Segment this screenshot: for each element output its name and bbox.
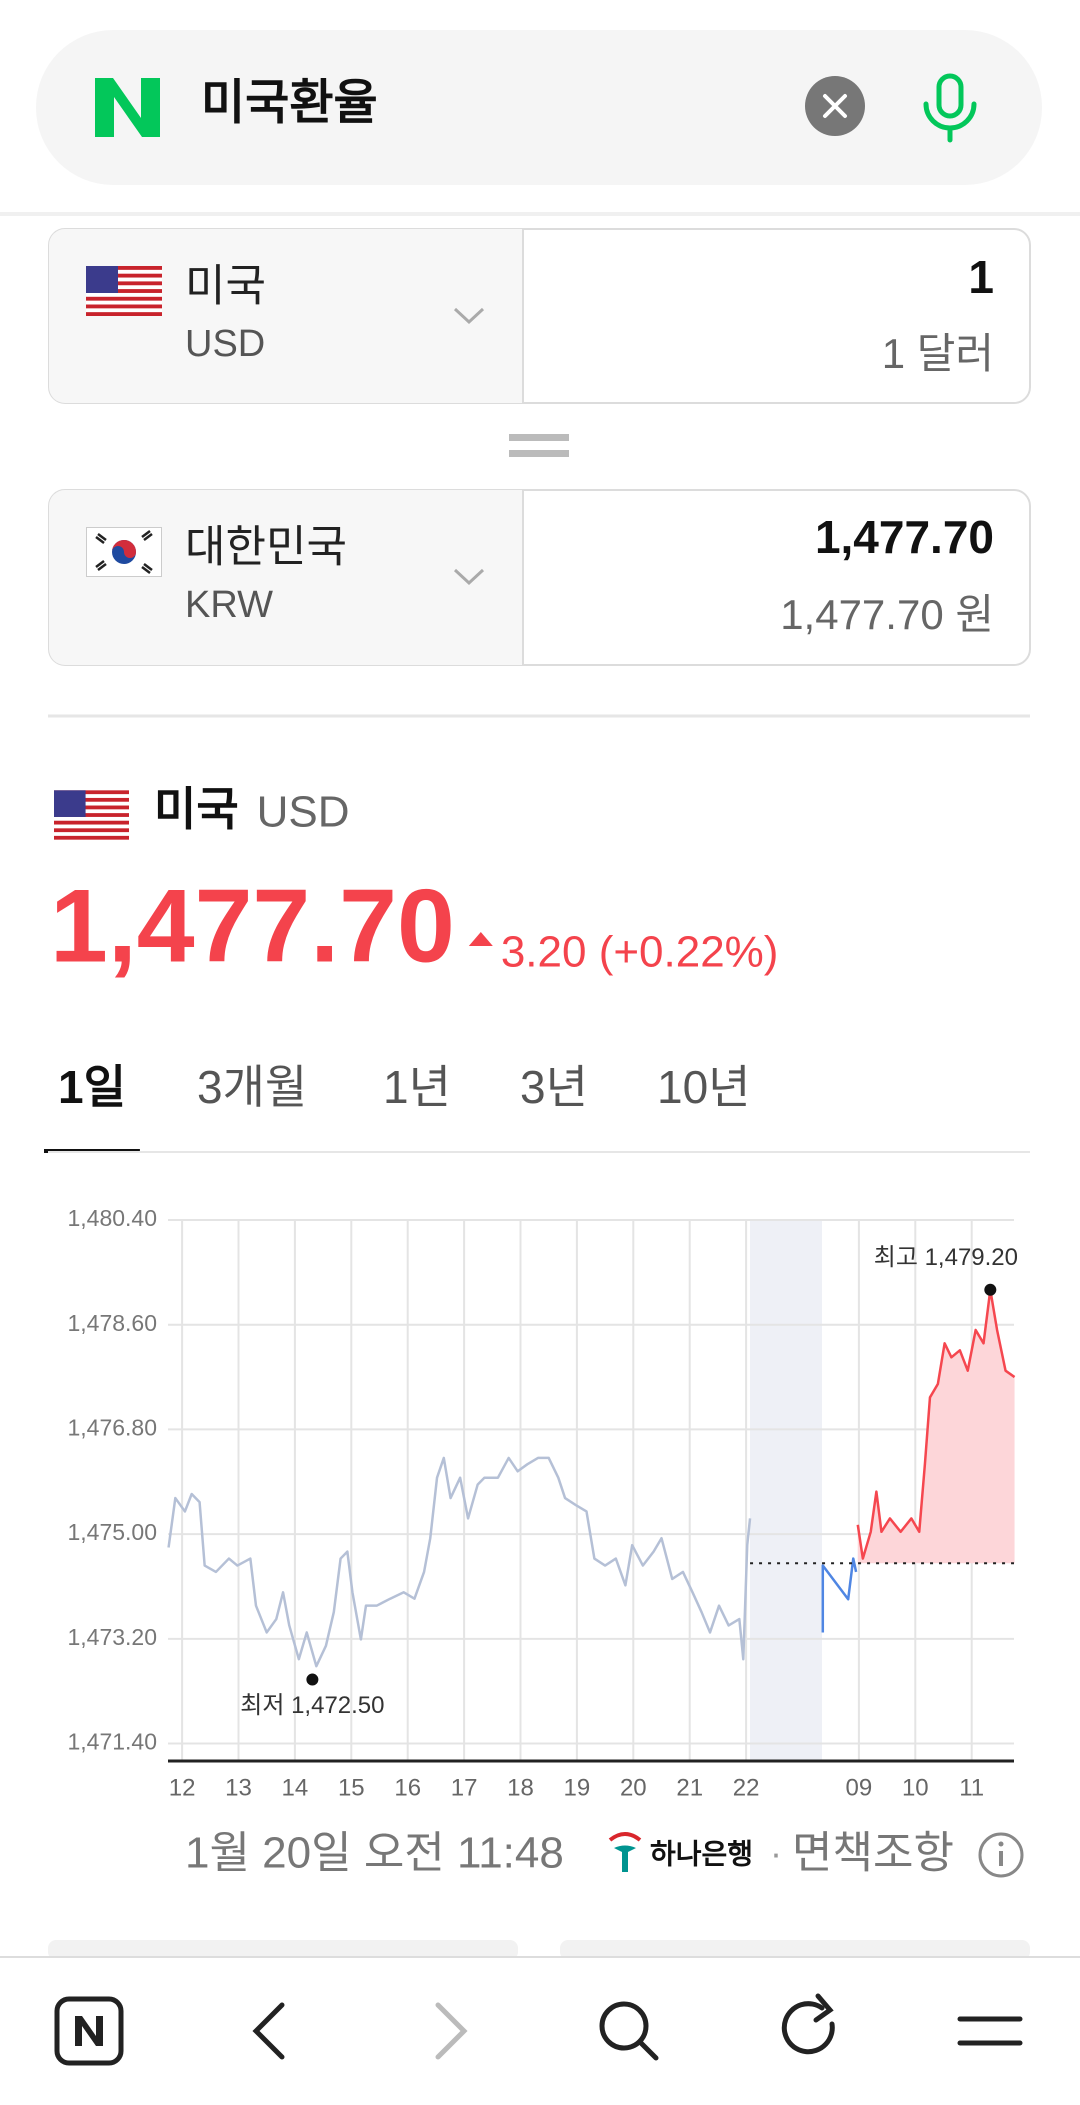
dropdown-icon — [453, 568, 485, 586]
x-tick-label: 09 — [846, 1774, 873, 1801]
y-tick-label: 1,480.40 — [67, 1205, 157, 1231]
info-icon[interactable] — [978, 1832, 1024, 1878]
country: 대한민국 — [185, 523, 347, 572]
period-tabs: 1일 3개월 1년 3년 10년 — [44, 1061, 751, 1153]
tab[interactable]: 3년 — [520, 1061, 588, 1113]
separator: · — [770, 1833, 782, 1874]
next-cards — [48, 1940, 1030, 1960]
tab[interactable]: 1년 — [383, 1061, 451, 1113]
bank-name: 하나은행 — [650, 1838, 753, 1869]
back-button[interactable] — [252, 2002, 285, 2060]
x-tick-label: 18 — [507, 1774, 534, 1801]
x-tick-label: 15 — [338, 1774, 365, 1801]
y-tick-label: 1,478.60 — [67, 1310, 157, 1336]
disclaimer[interactable]: 면책조항 — [792, 1829, 954, 1878]
forward-button[interactable] — [435, 2002, 468, 2060]
chart: 1,471.40 1,473.20 1,475.00 1,476.80 1,478.60… — [67, 1205, 1018, 1801]
area — [857, 1289, 1015, 1564]
y-tick-label: 1,473.20 — [67, 1624, 157, 1650]
x-tick-label: 20 — [620, 1774, 647, 1801]
line — [167, 1456, 752, 1668]
up-arrow — [468, 932, 493, 946]
rate: 1,477.70 — [50, 868, 455, 984]
change: 3.20 (+0.22%) — [501, 928, 779, 977]
amount[interactable]: 1 — [968, 251, 994, 303]
extreme-dot — [984, 1283, 997, 1296]
converter-to[interactable]: 대한민국 KRW 1,477.70 1,477.70 원 — [48, 489, 1031, 666]
night-band — [750, 1220, 822, 1761]
tab[interactable]: 1일 — [58, 1061, 126, 1113]
y-tick-label: 1,476.80 — [67, 1414, 157, 1440]
tab[interactable]: 3개월 — [197, 1061, 307, 1113]
y-tick-label: 1,475.00 — [67, 1519, 157, 1545]
x-tick-label: 21 — [676, 1774, 703, 1801]
annotation: 최고 1,479.20 — [874, 1244, 1018, 1271]
amount-text: 1 달러 — [882, 330, 994, 377]
flag — [86, 527, 162, 577]
x-tick-label: 22 — [733, 1774, 760, 1801]
x-tick-label: 11 — [959, 1774, 984, 1801]
flag — [86, 266, 162, 316]
flag — [54, 790, 129, 840]
menu-button[interactable] — [957, 2016, 1023, 2046]
dropdown-icon — [453, 307, 485, 325]
x-tick-label: 12 — [169, 1774, 196, 1801]
converter-from[interactable]: 미국 USD 1 1 달러 — [48, 228, 1031, 404]
line — [856, 1288, 1016, 1560]
mic-button[interactable] — [923, 73, 977, 143]
search-button[interactable] — [599, 2001, 659, 2061]
equals-icon — [509, 434, 569, 457]
currency-code: USD — [185, 323, 265, 365]
timestamp: 1월 20일 오전 11:48 — [185, 1829, 564, 1878]
country: 미국 — [154, 783, 239, 835]
search-query[interactable]: 미국환율 — [201, 77, 378, 130]
night-icon — [792, 1775, 806, 1803]
clear-button[interactable] — [805, 76, 865, 136]
x-tick-label: 16 — [394, 1774, 421, 1801]
annotation: 최저 1,472.50 — [240, 1692, 384, 1719]
x-tick-label: 13 — [225, 1774, 252, 1801]
currency-code: KRW — [185, 584, 273, 626]
x-tick-label: 14 — [282, 1774, 309, 1801]
amount-text: 1,477.70 원 — [780, 591, 994, 638]
home-button[interactable] — [54, 1996, 124, 2066]
extreme-dot — [306, 1673, 319, 1686]
naver-logo[interactable] — [95, 78, 160, 137]
x-tick-label: 19 — [564, 1774, 591, 1801]
country: 미국 — [185, 262, 266, 311]
y-tick-label: 1,471.40 — [67, 1729, 157, 1755]
currency-code: USD — [257, 788, 350, 837]
line — [821, 1557, 858, 1633]
tab[interactable]: 10년 — [657, 1061, 751, 1113]
x-tick-label: 10 — [902, 1774, 929, 1801]
bottom-nav — [0, 1957, 1080, 2105]
search-bar[interactable] — [36, 30, 1042, 185]
header-shadow — [0, 212, 1080, 216]
refresh-button[interactable] — [781, 1993, 835, 2055]
bank-logo[interactable]: 하나은행 — [608, 1832, 753, 1872]
x-tick-label: 17 — [451, 1774, 478, 1801]
amount[interactable]: 1,477.70 — [815, 511, 994, 563]
